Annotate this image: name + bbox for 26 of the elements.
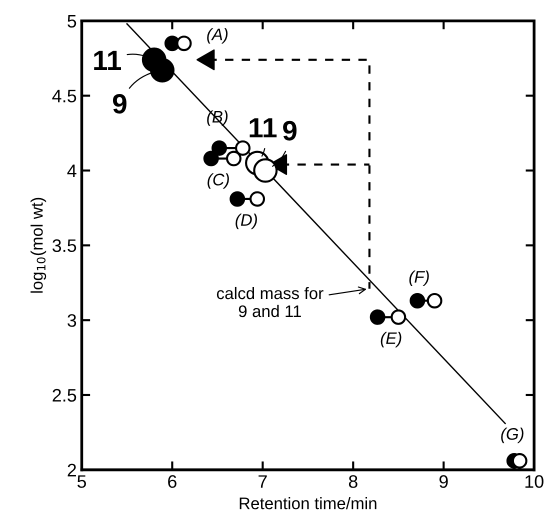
x-tick-label: 8 [348, 475, 358, 488]
y-tick-label: 3.5 [52, 239, 76, 252]
annotation: (D) [236, 214, 257, 230]
annotation: (A) [207, 28, 228, 44]
y-tick-label: 3 [68, 314, 76, 327]
annotation: (C) [208, 173, 229, 189]
y-tick-label: 5 [68, 15, 76, 28]
annotation: 11 [94, 50, 121, 70]
annotation: 11 [250, 118, 277, 138]
y-axis-title: log$_{10}$(mol wt) [30, 198, 46, 293]
y-tick-label: 2.5 [52, 388, 76, 402]
y-tick-label: 4.5 [52, 90, 76, 102]
y-tick-label: 2 [68, 464, 76, 476]
x-tick-label: 9 [439, 475, 448, 488]
annotation: 9 [112, 94, 126, 114]
x-axis-title: Retention time/min [240, 497, 376, 510]
x-tick-label: 10 [525, 475, 544, 488]
x-tick-label: 7 [258, 475, 267, 488]
annotation: 9 [283, 120, 297, 141]
y-tick-label: 4 [67, 164, 76, 178]
annotation: (E) [380, 332, 402, 348]
annotation: (F) [409, 270, 429, 286]
x-tick-label: 5 [77, 475, 86, 488]
annotation: (G) [501, 428, 524, 444]
annotation: calcd mass for 9 and 11 [216, 286, 324, 318]
x-tick-label: 6 [168, 475, 176, 488]
